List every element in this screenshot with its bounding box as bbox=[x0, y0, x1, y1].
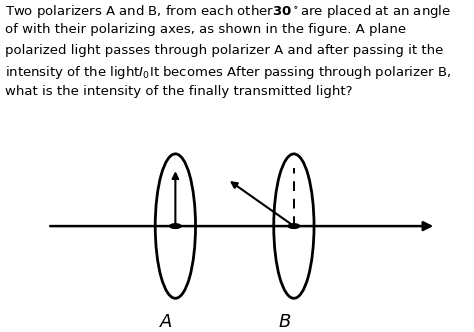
Text: Two polarizers A and B, from each other$\bf{30}^\circ$are placed at an angle: Two polarizers A and B, from each other$… bbox=[5, 3, 451, 20]
Text: what is the intensity of the finally transmitted light?: what is the intensity of the finally tra… bbox=[5, 85, 352, 98]
Circle shape bbox=[288, 224, 300, 228]
Text: polarized light passes through polarizer A and after passing it the: polarized light passes through polarizer… bbox=[5, 44, 443, 57]
Text: $A$: $A$ bbox=[159, 313, 173, 331]
Circle shape bbox=[170, 224, 181, 228]
Text: $B$: $B$ bbox=[278, 313, 291, 331]
Text: of with their polarizing axes, as shown in the figure. A plane: of with their polarizing axes, as shown … bbox=[5, 23, 406, 37]
Text: intensity of the light$I_0$It becomes After passing through polarizer B,: intensity of the light$I_0$It becomes Af… bbox=[5, 64, 451, 81]
